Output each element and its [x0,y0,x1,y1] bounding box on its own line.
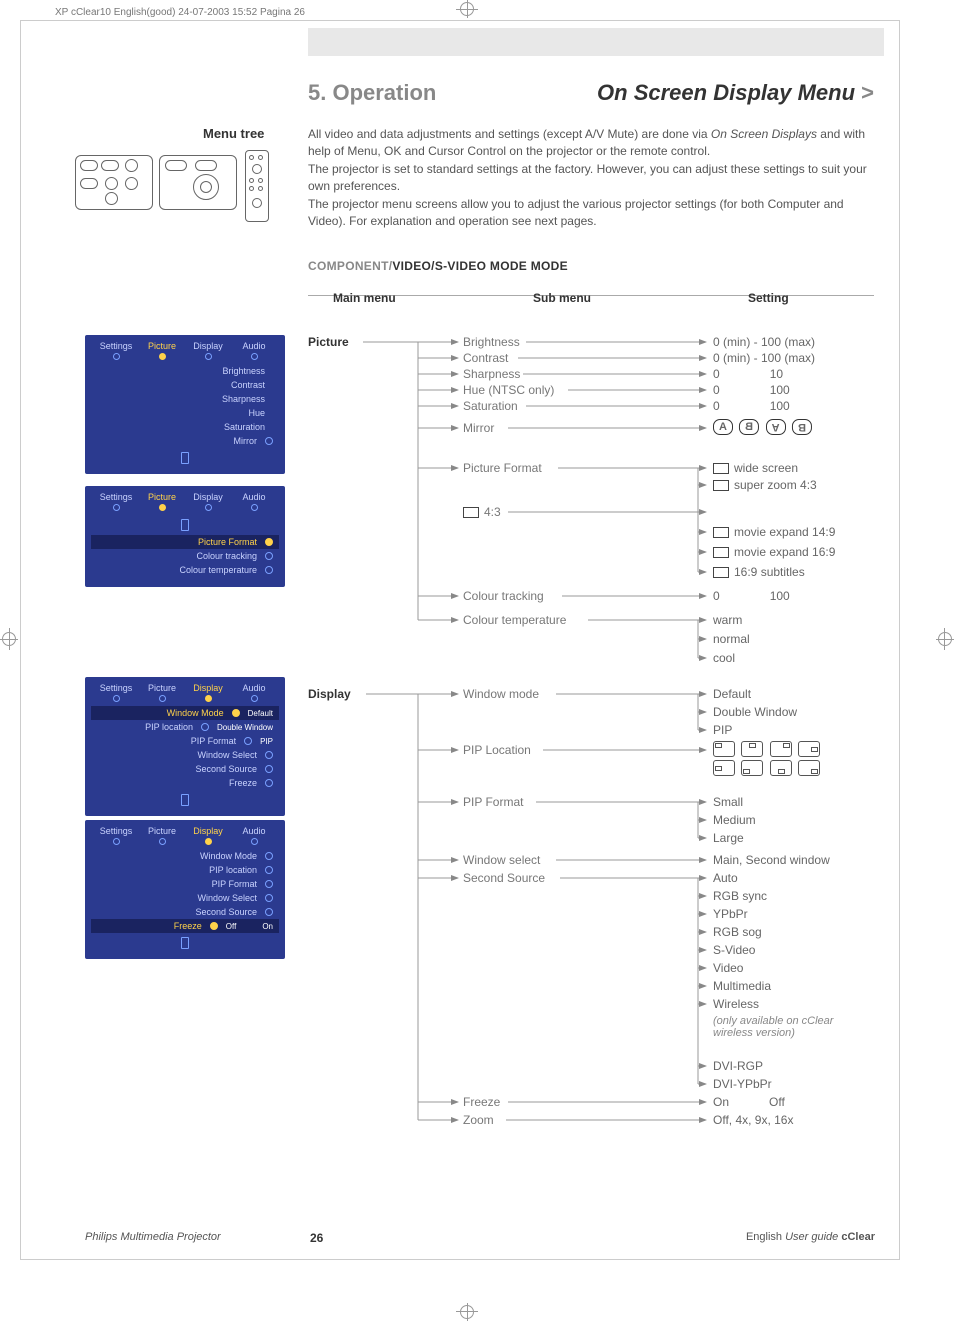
tree-lines [308,320,874,1130]
sub-wmode: Window mode [463,687,539,701]
osd-shot-picture-1: Settings Picture Display Audio Brightnes… [85,335,285,474]
set-zoom: Off, 4x, 9x, 16x [713,1113,793,1127]
aspect-icon [713,547,729,558]
column-headers: Main menu Sub menu Setting [308,291,874,296]
pip-loc-icon [770,760,792,776]
pip-loc-icon [713,741,735,757]
print-header: XP cClear10 English(good) 24-07-2003 15:… [55,7,305,18]
set-ssrc-note: (only available on cClear wireless versi… [713,1015,863,1039]
set-mirror: A B A B [713,419,815,435]
set-ctemp-warm: warm [713,613,742,627]
sub-zoom: Zoom [463,1113,494,1127]
title-row: 5. Operation On Screen Display Menu > [308,80,874,106]
footer: Philips Multimedia Projector 26 English … [85,1231,875,1243]
sub-brightness: Brightness [463,335,520,349]
set-ssrc-4: S-Video [713,943,755,957]
set-ctemp-normal: normal [713,632,750,646]
pip-loc-icon [741,741,763,757]
sub-43: 4:3 [463,505,501,519]
aspect-icon [713,567,729,578]
set-pipfmt-2: Large [713,831,744,845]
pip-loc-icon [741,760,763,776]
page-number: 26 [310,1231,323,1245]
sub-pformat: Picture Format [463,461,542,475]
aspect-icon [713,527,729,538]
main-display: Display [308,687,351,701]
set-ssrc-6: Multimedia [713,979,771,993]
sub-ssrc: Second Source [463,871,545,885]
osd-shot-picture-2: Settings Picture Display Audio Picture F… [85,486,285,587]
aspect-icon [713,463,729,474]
sub-contrast: Contrast [463,351,508,365]
sub-saturation: Saturation [463,399,518,413]
projector-diagram [75,150,285,225]
col-main: Main menu [333,291,396,305]
osd-shot-display-2: Settings Picture Display Audio Window Mo… [85,820,285,959]
pip-loc-icon [713,760,735,776]
set-wmode-1: Double Window [713,705,797,719]
set-wsel: Main, Second window [713,853,830,867]
set-ssrc-1: RGB sync [713,889,767,903]
set-pf-m169: movie expand 16:9 [713,545,835,559]
menu-tree-label: Menu tree [203,126,264,141]
col-sub: Sub menu [533,291,591,305]
main-picture: Picture [308,335,349,349]
set-freeze: OnOff [713,1095,785,1109]
header-bar [308,28,884,56]
sub-ctemp: Colour temperature [463,613,566,627]
pip-loc-icon [798,741,820,757]
set-ssrc-t0: DVI-RGP [713,1059,763,1073]
set-pf-sz: super zoom 4:3 [713,478,817,492]
set-pf-sub: 16:9 subtitles [713,565,805,579]
pip-loc-icon [770,741,792,757]
set-ssrc-7: Wireless [713,997,759,1011]
set-wmode-0: Default [713,687,751,701]
footer-left: Philips Multimedia Projector [85,1231,221,1243]
set-ctrack: 0100 [713,589,790,603]
osd-shot-display-1: Settings Picture Display Audio Window Mo… [85,677,285,816]
sub-wsel: Window select [463,853,540,867]
sub-pipfmt: PIP Format [463,795,523,809]
set-piploc [713,741,823,779]
mode-header: COMPONENT/VIDEO/S-VIDEO MODE MODE [308,259,568,273]
set-pipfmt-1: Medium [713,813,756,827]
aspect-icon [713,480,729,491]
set-ssrc-0: Auto [713,871,738,885]
set-ctemp-cool: cool [713,651,735,665]
set-wmode-2: PIP [713,723,732,737]
set-hue: 0100 [713,383,790,397]
pip-loc-icon [798,760,820,776]
set-ssrc-3: RGB sog [713,925,762,939]
reg-mark [2,632,16,646]
sub-hue: Hue (NTSC only) [463,383,554,397]
reg-mark [460,1305,474,1319]
page-title: On Screen Display Menu > [597,80,874,106]
set-pf-m149: movie expand 14:9 [713,525,835,539]
set-pipfmt-0: Small [713,795,743,809]
set-brightness: 0 (min) - 100 (max) [713,335,815,349]
sub-ctrack: Colour tracking [463,589,544,603]
set-pf-wide: wide screen [713,461,798,475]
sub-mirror: Mirror [463,421,494,435]
set-ssrc-t1: DVI-YPbPr [713,1077,772,1091]
sub-freeze: Freeze [463,1095,500,1109]
sub-sharpness: Sharpness [463,367,520,381]
set-ssrc-5: Video [713,961,743,975]
reg-mark [460,2,474,16]
intro-text: All video and data adjustments and setti… [308,126,874,230]
set-ssrc-2: YPbPr [713,907,748,921]
col-set: Setting [748,291,789,305]
set-contrast: 0 (min) - 100 (max) [713,351,815,365]
set-sat: 0100 [713,399,790,413]
aspect-icon [463,507,479,518]
set-sharpness: 010 [713,367,783,381]
footer-right: English User guide cClear [746,1231,875,1243]
sub-piploc: PIP Location [463,743,531,757]
reg-mark [938,632,952,646]
section-title: 5. Operation [308,80,436,106]
